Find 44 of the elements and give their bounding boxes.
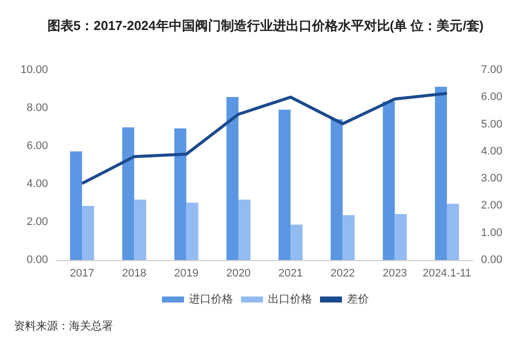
bar	[342, 215, 355, 260]
y2-tick-label: 4.00	[481, 145, 502, 158]
y-tick-label: 6.00	[26, 140, 48, 152]
bar	[278, 110, 291, 260]
bar	[330, 119, 343, 260]
bar	[186, 202, 198, 260]
bar	[82, 206, 94, 260]
y2-tick-label: 6.00	[481, 91, 502, 104]
y-tick-label: 10.00	[20, 64, 48, 76]
chart-title: 图表5：2017-2024年中国阀门制造行业进出口价格水平对比(单 位：美元/套)	[47, 18, 484, 33]
y2-tick-label: 3.00	[481, 172, 502, 185]
bar	[290, 224, 303, 260]
y-tick-label: 8.00	[26, 102, 48, 114]
y2-tick-label: 2.00	[481, 200, 502, 212]
x-tick-label: 2021	[278, 268, 303, 280]
bar	[434, 86, 447, 260]
y2-tick-label: 7.00	[481, 64, 502, 76]
x-tick-label: 2018	[122, 268, 146, 280]
x-tick-label: 2019	[174, 268, 199, 280]
y-tick-label: 2.00	[26, 216, 48, 228]
text: 资料来源：海关总署	[14, 320, 113, 332]
bar	[134, 200, 146, 260]
bar	[122, 127, 134, 260]
x-tick-label: 2023	[382, 268, 408, 280]
bar	[446, 204, 459, 260]
legend-label: 出口价格	[268, 292, 312, 306]
y2-tick-label: 1.00	[481, 226, 502, 239]
x-tick-label: 2024.1-11	[422, 268, 472, 280]
bar	[238, 200, 250, 260]
y2-tick-label: 5.00	[481, 118, 502, 130]
x-tick-label: 2022	[330, 268, 355, 280]
x-tick-label: 2017	[70, 268, 94, 280]
bar	[394, 214, 407, 260]
y-tick-label: 4.00	[26, 178, 48, 190]
bar	[174, 128, 186, 260]
bar	[226, 96, 238, 260]
x-tick-label: 2020	[226, 268, 251, 280]
y2-tick-label: 0.00	[481, 254, 502, 266]
y-tick-label: 0.00	[26, 254, 48, 266]
line-series	[80, 92, 448, 185]
bar	[382, 102, 395, 260]
bar	[70, 151, 82, 260]
legend-label: 进口价格	[189, 292, 233, 306]
legend-label: 差价	[347, 294, 369, 306]
